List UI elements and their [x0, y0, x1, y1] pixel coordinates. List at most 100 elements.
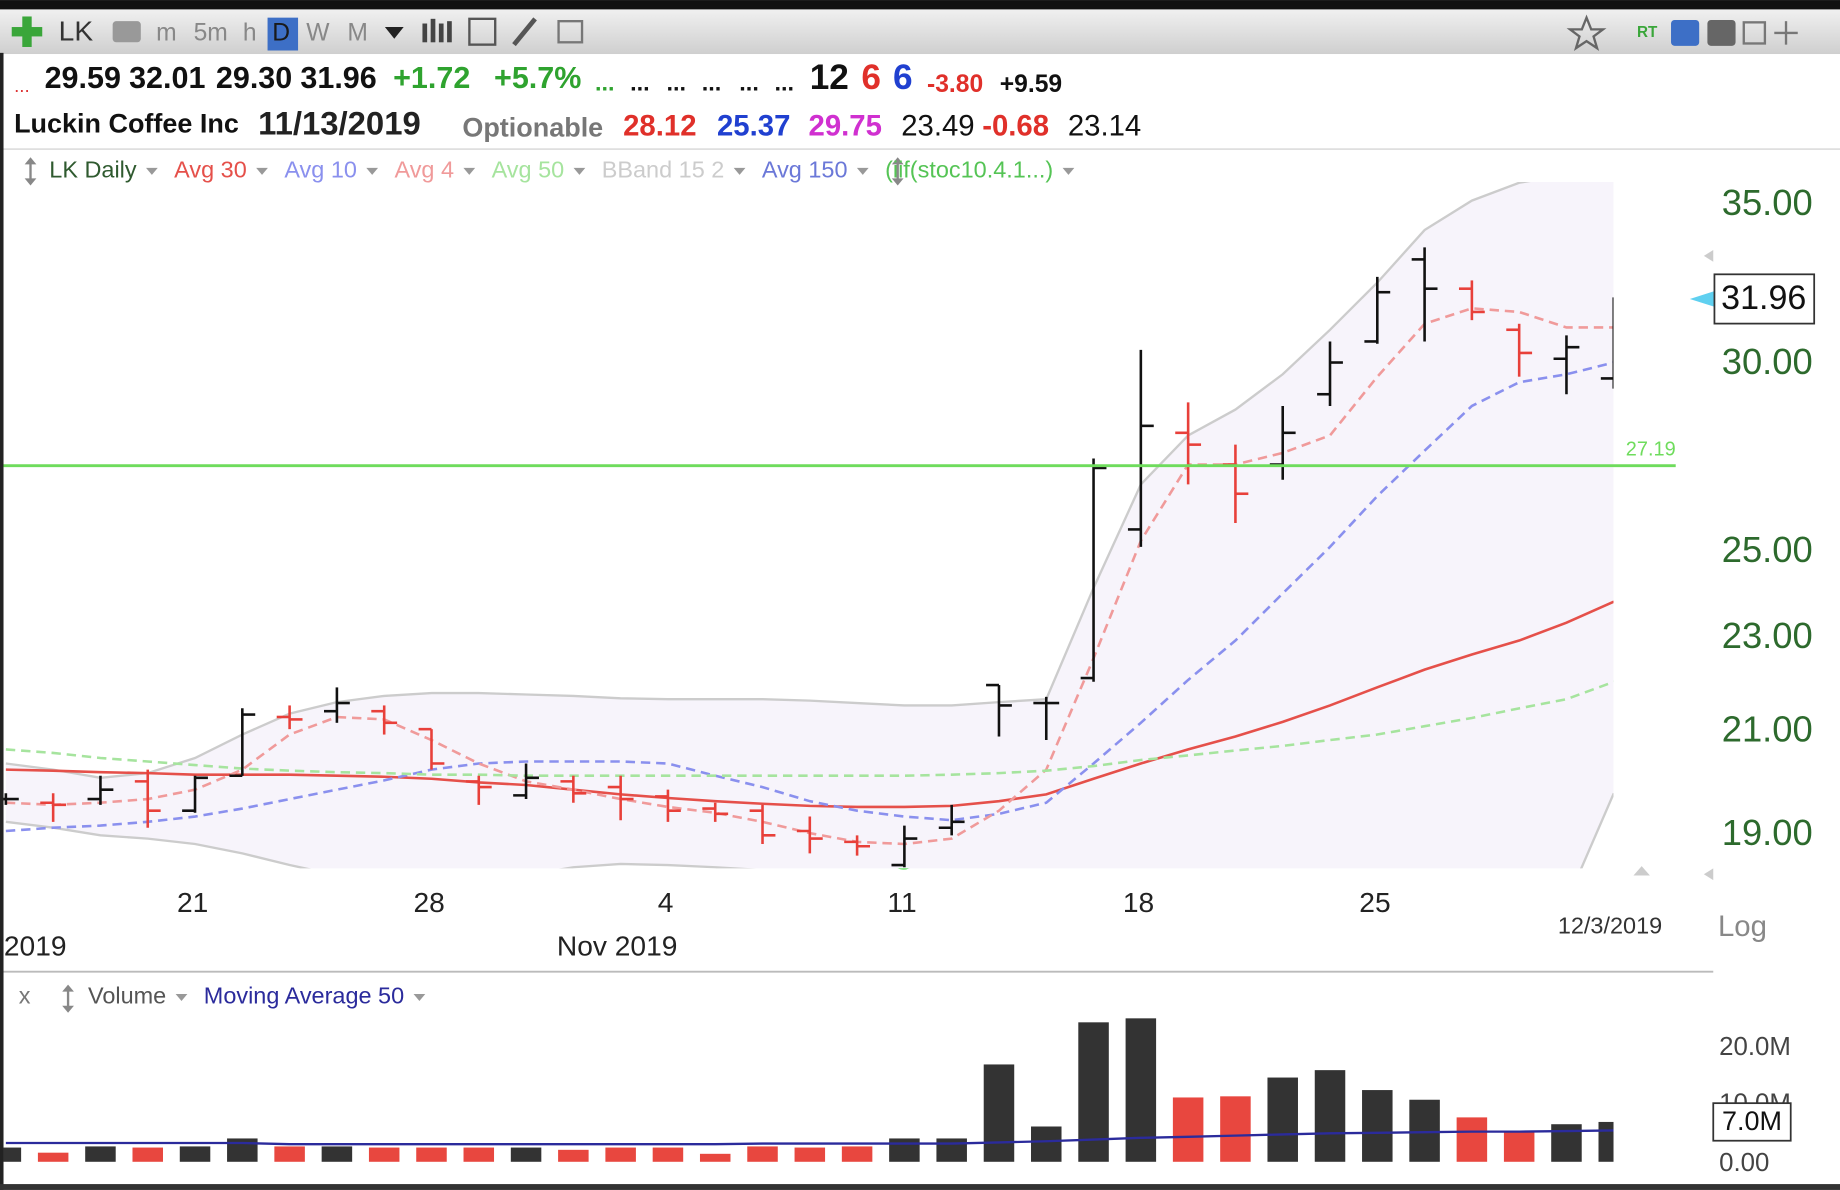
scroll-icon[interactable] — [1633, 866, 1650, 876]
y-tick-label: 30.00 — [1722, 341, 1813, 382]
quote-item: ... — [739, 70, 759, 96]
interval[interactable]: M — [347, 20, 368, 47]
legend-entry[interactable]: Avg 10 — [284, 157, 357, 183]
top-border — [0, 0, 1840, 10]
quote-item: 29.59 — [45, 61, 121, 95]
band-fill — [5, 181, 1614, 869]
price-plot — [3, 181, 1614, 869]
draw-icon[interactable] — [512, 17, 537, 47]
volume-plot — [3, 1018, 1614, 1162]
volume-bar — [1362, 1090, 1393, 1162]
quote-item: 25.37 — [717, 110, 790, 143]
interval[interactable]: 5m — [194, 20, 228, 47]
band-lower — [5, 792, 1614, 869]
x-group-label: 2019 — [4, 931, 67, 962]
value-label: 7.0M — [1722, 1106, 1782, 1136]
bar-icon[interactable] — [422, 18, 452, 43]
icon[interactable] — [1671, 20, 1700, 46]
updown-icon[interactable] — [891, 157, 904, 186]
company-name: Luckin Coffee Inc — [14, 109, 239, 139]
moving-average — [5, 680, 1614, 778]
volume-bar — [85, 1146, 116, 1162]
legend-dropdown — [413, 993, 426, 1002]
volume-bar — [1409, 1099, 1440, 1162]
volume-bar — [3, 1147, 22, 1162]
x-tick-label: 28 — [413, 887, 444, 918]
volume-bar — [652, 1147, 684, 1162]
close-button[interactable]: x — [19, 983, 31, 1009]
volume-bar — [1125, 1018, 1157, 1162]
interval-selected — [267, 17, 299, 51]
quote-item: 31.96 — [300, 61, 376, 95]
volume-bar — [936, 1138, 967, 1162]
y-tick-label: 0.00 — [1719, 1149, 1769, 1177]
legend-entry[interactable]: BBand 15 2 — [602, 157, 725, 183]
icon[interactable] — [557, 19, 584, 44]
quote-item: ... — [667, 70, 687, 96]
icon[interactable] — [112, 21, 141, 43]
star-icon[interactable] — [1566, 14, 1607, 51]
volume-bar — [510, 1147, 542, 1162]
volume-bar — [179, 1146, 211, 1162]
volume-bar — [1172, 1097, 1204, 1162]
flag[interactable]: RT — [1637, 24, 1658, 41]
legend-entry[interactable]: Avg 30 — [174, 157, 247, 183]
icon[interactable] — [468, 17, 497, 46]
legend-entry[interactable]: Avg 150 — [762, 157, 848, 183]
log-toggle[interactable]: Log — [1718, 910, 1767, 943]
updown-icon[interactable] — [24, 157, 37, 186]
last-date: 12/3/2019 — [1558, 912, 1662, 938]
volume-average — [5, 1129, 1614, 1146]
reference-label: 27.19 — [1626, 439, 1676, 461]
legend-entry[interactable]: LK Daily — [49, 157, 137, 183]
optionable: Optionable — [462, 112, 603, 142]
volume-bar — [699, 1153, 731, 1162]
volume-bar — [794, 1147, 826, 1162]
scroll-icon[interactable] — [1703, 868, 1714, 881]
toolbar — [0, 9, 1840, 55]
legend-dropdown — [1062, 167, 1075, 175]
symbol[interactable]: LK — [59, 15, 94, 46]
icon[interactable] — [1707, 20, 1736, 46]
interval[interactable]: W — [306, 20, 330, 47]
quote-item: +1.72 — [393, 61, 470, 95]
moving-average — [5, 361, 1614, 833]
y-tick-label: 21.00 — [1722, 709, 1813, 750]
quote-item: 29.75 — [809, 110, 882, 143]
volume-bar — [983, 1064, 1015, 1162]
icon[interactable] — [1742, 21, 1767, 45]
volume-bar — [37, 1152, 69, 1162]
legend-entry[interactable]: Moving Average 50 — [204, 983, 404, 1009]
quote-item: ... — [595, 70, 615, 96]
updown-icon[interactable] — [62, 984, 74, 1013]
price-marker-arrow — [1689, 290, 1716, 308]
left-border — [0, 52, 4, 1190]
volume-bar — [1598, 1121, 1614, 1162]
dropdown[interactable] — [384, 27, 404, 39]
legend-entry[interactable]: Avg 4 — [394, 157, 454, 183]
legend-entry[interactable]: Volume — [88, 983, 166, 1009]
add-icon[interactable] — [11, 16, 43, 47]
interval[interactable]: m — [156, 20, 177, 47]
x-tick-label: 4 — [658, 887, 674, 918]
scroll-icon[interactable] — [1703, 250, 1714, 262]
volume-bar — [274, 1146, 305, 1162]
quote-item: +9.59 — [1000, 71, 1062, 98]
x-tick-label: 21 — [177, 887, 208, 918]
quote-item: 23.14 — [1068, 110, 1141, 143]
legend-dropdown — [463, 167, 476, 175]
volume-bar — [747, 1146, 778, 1162]
x-tick-label: 11 — [887, 887, 916, 918]
interval[interactable]: D — [272, 20, 290, 47]
interval[interactable]: h — [243, 20, 257, 47]
quote-item: 6 — [893, 58, 913, 97]
quote-item: 12 — [810, 58, 849, 97]
x-tick-label: 25 — [1359, 887, 1390, 918]
volume-bar — [416, 1147, 447, 1162]
quote-item: ... — [14, 75, 30, 96]
legend-entry[interactable]: Avg 50 — [492, 157, 565, 183]
legend-entry[interactable]: (iif(stoc10.4.1...) — [885, 157, 1053, 183]
quote-item: 28.12 — [623, 110, 696, 143]
volume-bar — [321, 1146, 353, 1162]
